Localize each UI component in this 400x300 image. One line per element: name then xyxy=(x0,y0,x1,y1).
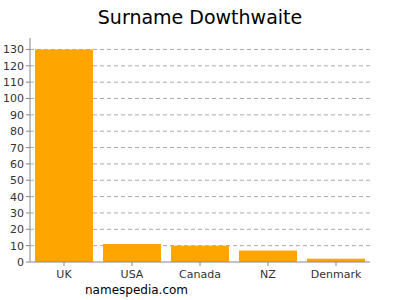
tick-mark xyxy=(26,212,30,213)
y-axis xyxy=(30,38,31,262)
title: Surname Dowthwaite xyxy=(98,6,302,28)
bar xyxy=(35,49,93,262)
annotation: namespedia.com xyxy=(85,283,188,297)
bar xyxy=(171,246,229,262)
tick-mark xyxy=(26,245,30,246)
tick-mark xyxy=(26,163,30,164)
tick-label: 90 xyxy=(10,109,24,122)
category-label: UK xyxy=(56,268,72,281)
x-tick xyxy=(336,262,337,266)
tick-mark xyxy=(26,114,30,115)
tick-label: 40 xyxy=(10,191,24,204)
tick-label: 70 xyxy=(10,142,24,155)
background xyxy=(0,0,400,300)
tick-label: 0 xyxy=(17,256,24,269)
tick-label: 10 xyxy=(10,240,24,253)
tick-label: 120 xyxy=(3,60,24,73)
tick-label: 30 xyxy=(10,207,24,220)
tick-label: 80 xyxy=(10,125,24,138)
x-tick xyxy=(268,262,269,266)
tick-mark xyxy=(26,65,30,66)
category-label: USA xyxy=(121,268,144,281)
category-label: Canada xyxy=(179,268,221,281)
bar xyxy=(239,251,297,262)
tick-label: 60 xyxy=(10,158,24,171)
tick-mark xyxy=(26,49,30,50)
tick-label: 100 xyxy=(3,92,24,105)
tick-label: 20 xyxy=(10,223,24,236)
tick-mark xyxy=(26,229,30,230)
tick-mark xyxy=(26,98,30,99)
tick-mark xyxy=(26,82,30,83)
chart: Surname Dowthwaite 0 10 20 30 40 50 60 70 80 90 100… xyxy=(0,0,400,300)
tick-mark xyxy=(26,131,30,132)
bar xyxy=(103,244,161,262)
tick-mark xyxy=(26,180,30,181)
tick-mark xyxy=(26,262,30,263)
tick-label: 130 xyxy=(3,43,24,56)
bars xyxy=(35,49,365,262)
tick-label: 50 xyxy=(10,174,24,187)
x-tick xyxy=(200,262,201,266)
x-tick xyxy=(132,262,133,266)
tick-label: 110 xyxy=(3,76,24,89)
x-tick xyxy=(64,262,65,266)
tick-mark xyxy=(26,196,30,197)
category-label: Denmark xyxy=(311,268,362,281)
tick-mark xyxy=(26,147,30,148)
category-label: NZ xyxy=(260,268,276,281)
